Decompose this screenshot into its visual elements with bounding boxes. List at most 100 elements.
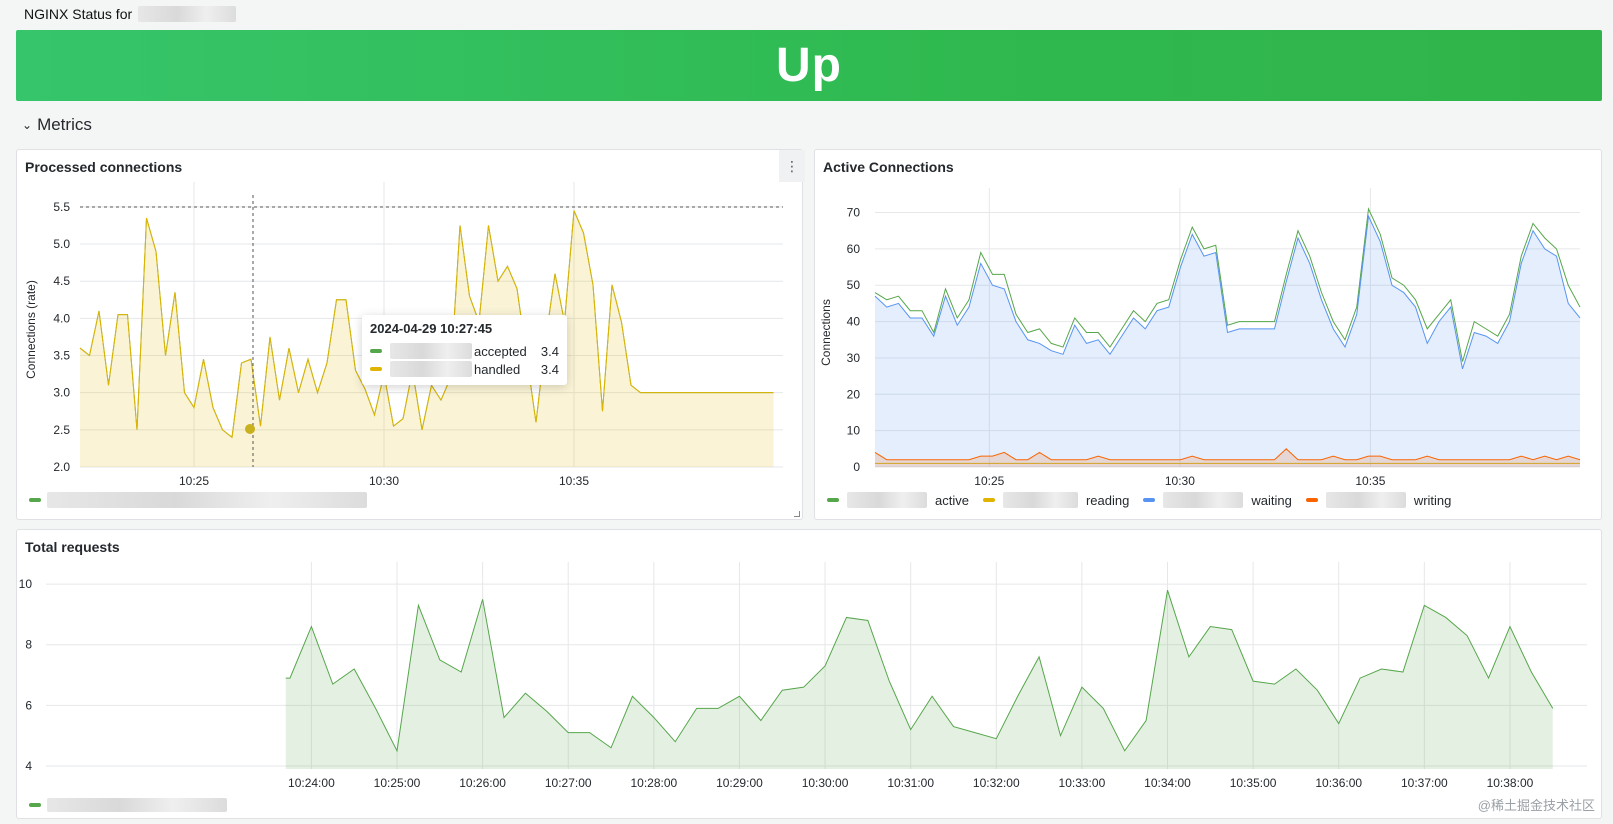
y-tick-label: 6 [25,698,32,712]
hover-tooltip: 2024-04-29 10:27:45 accepted 3.4 handled… [362,315,567,385]
tooltip-value: 3.4 [540,343,559,359]
y-tick-label: 4 [25,759,32,773]
tooltip-row: accepted 3.4 [370,342,559,360]
x-tick-label: 10:24:00 [288,776,335,790]
x-tick-label: 10:29:00 [716,776,763,790]
y-tick-label: 3.5 [53,349,70,363]
panel-title: Active Connections [823,159,954,175]
y-axis-label: Connections [819,299,833,366]
series-line-writing [874,448,1581,461]
legend-swatch [370,349,382,353]
y-tick-label: 40 [847,315,861,329]
tooltip-value: 3.4 [540,361,559,377]
y-tick-label: 3.0 [53,386,70,400]
y-tick-label: 10 [847,424,861,438]
y-axis-label: Connections (rate) [24,280,38,379]
y-tick-label: 4.0 [53,311,70,325]
dashboard-title-text: NGINX Status for [24,6,133,22]
redacted-series-name [390,343,472,359]
redacted-legend [847,492,927,508]
legend-swatch [29,803,41,807]
y-tick-label: 8 [25,638,32,652]
chevron-down-icon: ⌄ [22,118,33,132]
legend-swatch [370,367,382,371]
status-banner: Up [16,30,1602,101]
x-tick-label: 10:32:00 [973,776,1020,790]
series-area-writing [875,448,1580,467]
series-line-active [874,207,1581,362]
panel-processed-connections[interactable]: Processed connections ⋮ 2.0 2.5 3.0 3.5 4.0 4… [16,149,805,521]
x-tick-label: 10:30:00 [802,776,849,790]
legend [29,798,227,812]
legend-label-waiting[interactable]: waiting [1251,492,1292,508]
legend-swatch [1143,498,1156,502]
x-tick-label: 10:36:00 [1315,776,1362,790]
redacted-legend [47,492,367,508]
resize-handle[interactable] [794,511,800,517]
y-tick-label: 20 [847,387,861,401]
x-tick-label: 10:37:00 [1401,776,1448,790]
series-line-waiting [874,214,1581,370]
series-area-waiting [875,216,1580,467]
series-line-requests [285,590,1554,753]
x-tick-label: 10:30 [369,474,399,488]
redacted-legend [1002,492,1078,508]
legend-swatch [29,498,41,502]
y-tick-label: 30 [847,351,861,365]
x-tick-label: 10:35:00 [1230,776,1277,790]
tooltip-row: handled 3.4 [370,360,559,378]
panel-active-connections[interactable]: Active Connections 0 10 20 30 40 50 60 70 10:25 1… [814,149,1602,520]
x-tick-label: 10:33:00 [1059,776,1106,790]
y-tick-label: 5.5 [53,200,70,214]
x-tick-label: 10:30 [1165,474,1195,488]
tooltip-label: handled [474,361,521,377]
y-tick-label: 10 [19,577,33,591]
x-tick-label: 10:28:00 [630,776,677,790]
y-tick-label: 50 [847,278,861,292]
panel-title: Processed connections [25,159,183,175]
y-tick-label: 2.5 [53,423,70,437]
row-metrics-toggle[interactable]: ⌄ Metrics [22,115,92,135]
watermark: @稀土掘金技术社区 [1477,798,1595,813]
series-area-handled [80,210,774,467]
redacted-legend [1163,492,1244,508]
redacted-legend [1325,492,1406,508]
x-tick-label: 10:31:00 [887,776,934,790]
hover-point [245,424,255,434]
y-tick-label: 70 [847,206,861,220]
tooltip-time: 2024-04-29 10:27:45 [370,321,493,336]
legend-swatch [827,498,839,502]
x-tick-label: 10:25 [179,474,209,488]
panel-menu-icon[interactable]: ⋮ [779,150,805,182]
row-metrics-label: Metrics [37,115,92,134]
legend-label-active[interactable]: active [935,492,969,508]
series-line-handled [79,210,774,439]
legend-label-writing[interactable]: writing [1413,492,1452,508]
x-tick-label: 10:38:00 [1487,776,1534,790]
legend-label-reading[interactable]: reading [1085,492,1130,508]
active-chart[interactable]: 0 10 20 30 40 50 60 70 10:25 10:30 10:35 Connection… [815,150,1603,521]
y-tick-label: 60 [847,242,861,256]
dashboard-title: NGINX Status for [24,6,237,22]
x-tick-label: 10:35 [1355,474,1385,488]
x-tick-label: 10:25:00 [374,776,421,790]
x-tick-label: 10:34:00 [1144,776,1191,790]
x-tick-label: 10:25 [974,474,1004,488]
y-tick-label: 4.5 [53,274,70,288]
x-tick-label: 10:27:00 [545,776,592,790]
total-requests-chart[interactable]: 4 6 8 10 10:24:00 10:25:00 10:26:00 10:27:00 10:… [17,530,1603,820]
y-tick-label: 0 [853,460,860,474]
y-tick-label: 2.0 [53,460,70,474]
legend-swatch [982,498,995,502]
legend [29,492,367,508]
tooltip-label: accepted [474,343,527,359]
processed-chart[interactable]: 2.0 2.5 3.0 3.5 4.0 4.5 5.0 5.5 10:25 10:30 10:35 C… [17,150,804,521]
y-tick-label: 5.0 [53,237,70,251]
redacted-series-name [390,361,472,377]
panel-total-requests[interactable]: Total requests 4 6 8 10 10:24:00 10:25:00 10:2… [16,529,1602,819]
series-area-requests [285,590,1553,769]
legend: active reading waiting writing [827,492,1451,508]
x-tick-label: 10:35 [559,474,589,488]
redacted-host [138,6,237,22]
x-tick-label: 10:26:00 [459,776,506,790]
